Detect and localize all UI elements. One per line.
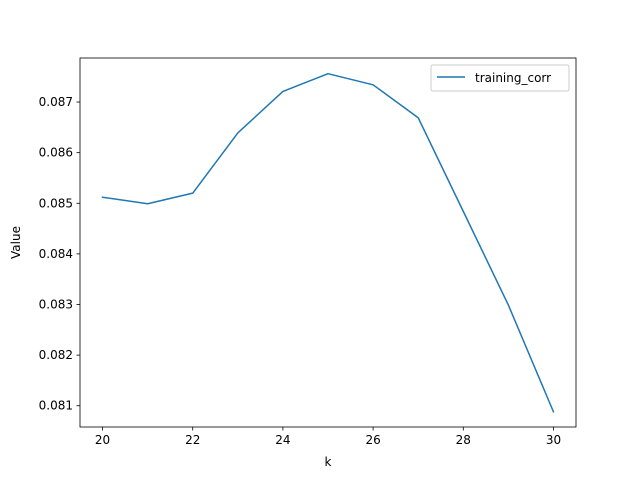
legend-box — [430, 64, 570, 92]
y-tick-label: 0.084 — [39, 247, 73, 261]
x-axis-ticks: 20 22 24 26 28 30 — [95, 427, 561, 447]
x-axis-label: k — [325, 455, 332, 469]
x-tick-label: 26 — [365, 433, 380, 447]
y-axis-ticks: 0.081 0.082 0.083 0.084 0.085 0.086 0.087 — [39, 95, 80, 413]
y-tick-label: 0.085 — [39, 196, 73, 210]
y-axis-label: Value — [9, 226, 23, 259]
axes-frame — [79, 57, 577, 428]
series-line-training-corr — [101, 72, 555, 413]
legend-label-training-corr: training_corr — [475, 71, 551, 85]
legend: training_corr — [430, 64, 570, 92]
series-layer — [101, 72, 555, 413]
y-tick-label: 0.086 — [39, 146, 73, 160]
x-tick-label: 20 — [95, 433, 110, 447]
x-tick-label: 28 — [456, 433, 471, 447]
y-tick-label: 0.083 — [39, 298, 73, 312]
x-tick-label: 24 — [275, 433, 290, 447]
x-tick-label: 30 — [546, 433, 561, 447]
y-tick-label: 0.087 — [39, 95, 73, 109]
x-tick-label: 22 — [185, 433, 200, 447]
y-tick-label: 0.081 — [39, 399, 73, 413]
y-tick-label: 0.082 — [39, 348, 73, 362]
